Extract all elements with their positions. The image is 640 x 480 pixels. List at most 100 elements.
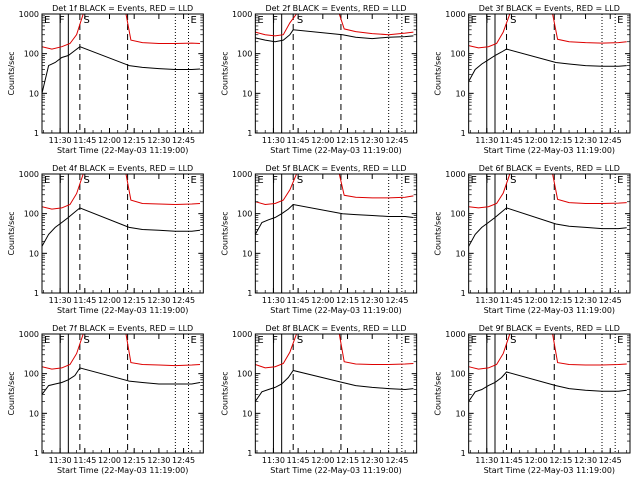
x-tick-label: 11:45 xyxy=(73,456,96,465)
x-axis-label: Start Time (22-May-03 11:19:00) xyxy=(57,466,188,475)
series-line-events xyxy=(255,203,414,235)
event-marker-label: S xyxy=(510,335,516,346)
x-tick-label: 12:15 xyxy=(549,136,572,145)
x-tick-label: 11:30 xyxy=(262,456,285,465)
series-line-events xyxy=(42,207,201,247)
plot-frame xyxy=(254,13,418,134)
y-axis-label: Counts/sec xyxy=(220,211,229,255)
event-marker-label: E xyxy=(257,175,263,186)
y-tick-label: 1 xyxy=(247,449,252,458)
panel-title: Det 8f BLACK = Events, RED = LLD xyxy=(265,324,406,333)
y-tick-label: 1 xyxy=(34,289,39,298)
y-tick-label: 100 xyxy=(237,50,252,59)
series-line-lld xyxy=(42,174,201,210)
x-tick-label: 12:00 xyxy=(98,136,121,145)
x-tick-label: 12:15 xyxy=(123,296,146,305)
x-tick-label: 11:30 xyxy=(49,456,72,465)
event-marker-label: S xyxy=(297,15,303,26)
x-tick-label: 12:15 xyxy=(336,456,359,465)
event-marker-label: F xyxy=(272,335,278,346)
x-tick-label: 11:30 xyxy=(49,296,72,305)
y-tick-label: 10 xyxy=(455,409,465,418)
plot-frame xyxy=(254,333,418,454)
x-tick-label: 12:00 xyxy=(311,296,334,305)
event-marker-label: E xyxy=(471,15,477,26)
x-tick-label: 12:30 xyxy=(147,136,170,145)
x-tick-label: 11:30 xyxy=(475,136,498,145)
x-tick-label: 11:30 xyxy=(49,136,72,145)
x-tick-label: 12:45 xyxy=(385,456,408,465)
event-marker-label: E xyxy=(257,335,263,346)
y-tick-label: 1000 xyxy=(19,330,39,339)
plot-frame xyxy=(41,13,204,134)
x-tick-label: 12:45 xyxy=(172,296,195,305)
x-tick-label: 12:15 xyxy=(123,136,146,145)
x-tick-label: 12:00 xyxy=(98,296,121,305)
y-tick-label: 1000 xyxy=(19,170,39,179)
y-tick-label: 1000 xyxy=(445,170,465,179)
x-tick-label: 12:30 xyxy=(361,456,384,465)
y-tick-label: 100 xyxy=(237,370,252,379)
y-tick-label: 100 xyxy=(24,370,39,379)
series-line-events xyxy=(468,207,627,247)
y-tick-label: 1 xyxy=(34,449,39,458)
y-tick-label: 1000 xyxy=(232,10,252,19)
event-marker-label: F xyxy=(485,175,491,186)
series-line-lld xyxy=(42,334,201,370)
plot-frame xyxy=(468,13,631,134)
y-tick-label: 1000 xyxy=(232,330,252,339)
y-tick-label: 1000 xyxy=(445,10,465,19)
series-line-lld xyxy=(468,334,627,370)
event-marker-label: F xyxy=(485,15,491,26)
x-axis-label: Start Time (22-May-03 11:19:00) xyxy=(484,306,615,315)
event-marker-label: E xyxy=(404,335,410,346)
y-tick-label: 1 xyxy=(461,129,466,138)
x-tick-label: 11:45 xyxy=(500,136,523,145)
y-tick-label: 1 xyxy=(247,289,252,298)
x-axis-label: Start Time (22-May-03 11:19:00) xyxy=(270,466,401,475)
x-tick-label: 12:15 xyxy=(549,296,572,305)
event-marker-label: S xyxy=(510,175,516,186)
y-tick-label: 10 xyxy=(29,409,39,418)
x-tick-label: 12:45 xyxy=(385,136,408,145)
x-tick-label: 11:45 xyxy=(287,136,310,145)
panel-title: Det 3f BLACK = Events, RED = LLD xyxy=(479,4,620,13)
x-tick-label: 12:00 xyxy=(525,136,548,145)
x-tick-label: 11:45 xyxy=(287,456,310,465)
x-axis-label: Start Time (22-May-03 11:19:00) xyxy=(484,146,615,155)
event-marker-label: S xyxy=(510,15,516,26)
x-tick-label: 11:30 xyxy=(475,456,498,465)
x-tick-label: 12:00 xyxy=(98,456,121,465)
plot-frame xyxy=(41,173,204,294)
y-tick-label: 1 xyxy=(34,129,39,138)
panel-title: Det 7f BLACK = Events, RED = LLD xyxy=(52,324,193,333)
x-axis-label: Start Time (22-May-03 11:19:00) xyxy=(57,306,188,315)
x-tick-label: 12:30 xyxy=(574,136,597,145)
y-axis-label: Counts/sec xyxy=(434,371,443,415)
x-tick-label: 12:30 xyxy=(574,456,597,465)
series-line-events xyxy=(468,48,627,82)
x-tick-label: 11:30 xyxy=(262,296,285,305)
event-marker-label: F xyxy=(272,175,278,186)
x-tick-label: 12:15 xyxy=(549,456,572,465)
x-tick-label: 12:30 xyxy=(361,136,384,145)
y-tick-label: 1 xyxy=(461,449,466,458)
y-tick-label: 100 xyxy=(450,370,465,379)
x-tick-label: 12:15 xyxy=(336,296,359,305)
x-tick-label: 12:00 xyxy=(311,136,334,145)
y-axis-label: Counts/sec xyxy=(220,371,229,415)
series-line-events xyxy=(255,29,414,43)
x-tick-label: 12:45 xyxy=(599,456,622,465)
x-tick-label: 12:30 xyxy=(361,296,384,305)
y-tick-label: 1000 xyxy=(445,330,465,339)
y-tick-label: 10 xyxy=(242,89,252,98)
plot-frame xyxy=(254,173,418,294)
event-marker-label: S xyxy=(84,15,90,26)
